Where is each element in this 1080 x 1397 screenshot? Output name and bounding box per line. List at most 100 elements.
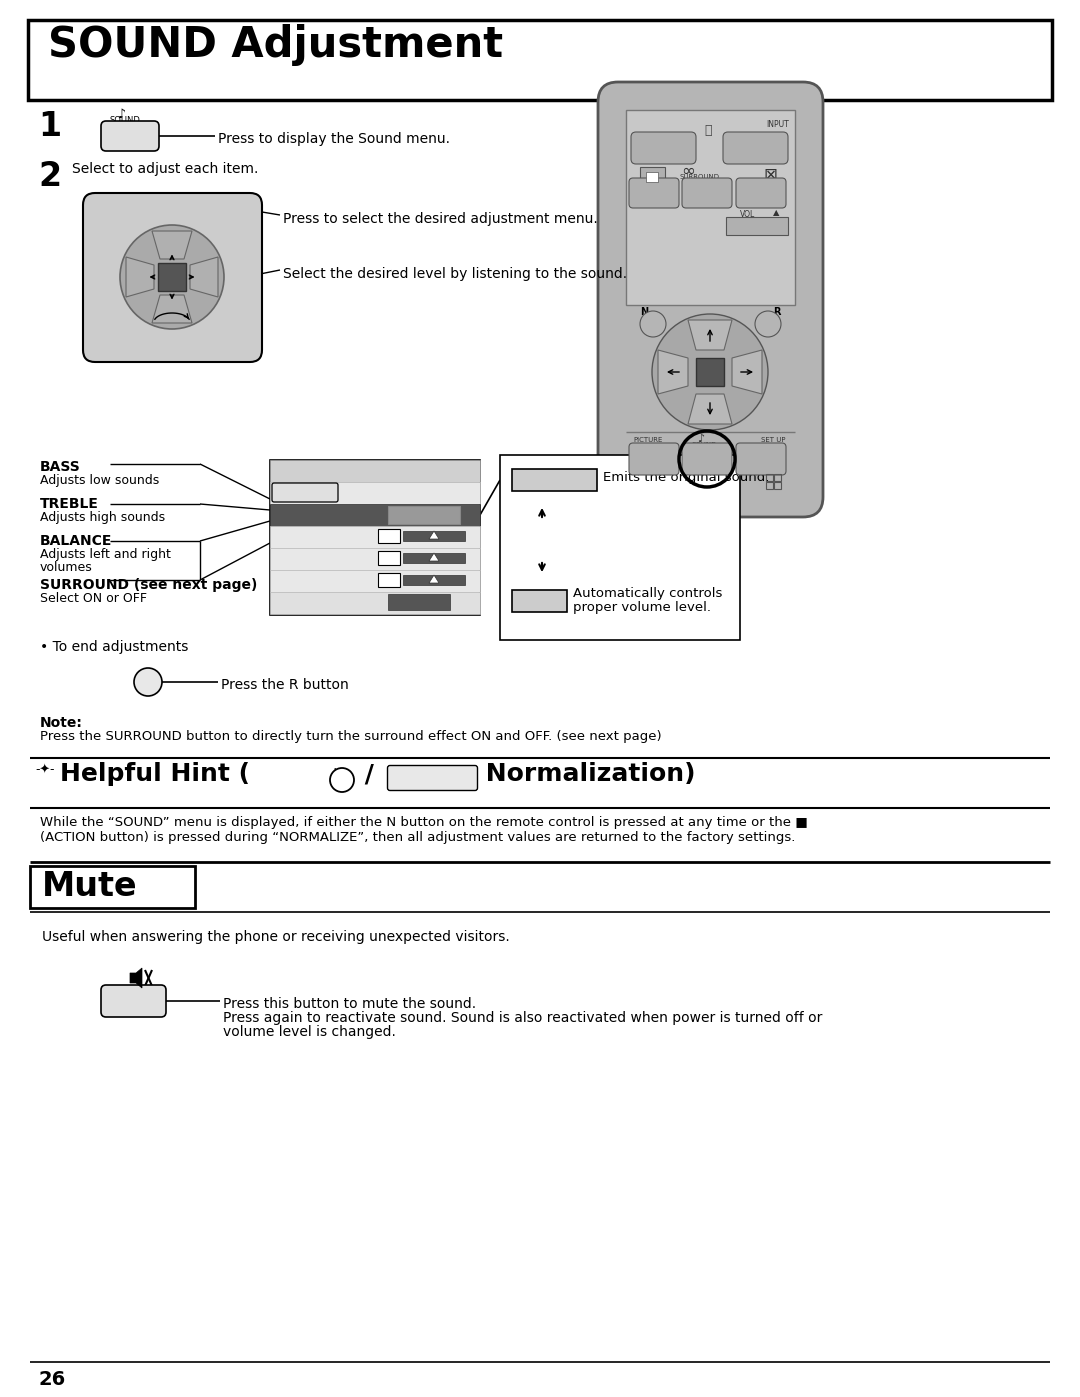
Bar: [378, 529, 400, 543]
FancyBboxPatch shape: [735, 443, 786, 475]
Bar: [766, 482, 773, 489]
Text: Press again to reactivate sound. Sound is also reactivated when power is turned : Press again to reactivate sound. Sound i…: [222, 1011, 822, 1025]
Text: TREBLE: TREBLE: [40, 497, 99, 511]
Text: Mute: Mute: [42, 870, 137, 902]
Text: Press this button to mute the sound.: Press this button to mute the sound.: [222, 997, 476, 1011]
FancyBboxPatch shape: [735, 177, 786, 208]
Polygon shape: [429, 531, 438, 539]
Text: ♪: ♪: [118, 108, 126, 122]
FancyBboxPatch shape: [102, 985, 166, 1017]
Text: AUDIO MENU: AUDIO MENU: [275, 507, 342, 517]
Text: Automatically controls: Automatically controls: [573, 587, 723, 599]
Text: Press to display the Sound menu.: Press to display the Sound menu.: [218, 131, 450, 147]
FancyBboxPatch shape: [723, 131, 788, 163]
Bar: [512, 469, 597, 490]
FancyBboxPatch shape: [629, 177, 679, 208]
Text: STANDARD: STANDARD: [390, 507, 449, 517]
Bar: [774, 474, 781, 481]
FancyBboxPatch shape: [631, 131, 696, 163]
Text: Adjusts high sounds: Adjusts high sounds: [40, 511, 165, 524]
Text: N: N: [334, 768, 339, 774]
Text: BASS: BASS: [275, 529, 302, 539]
Bar: [270, 482, 480, 504]
Text: SURROUND: SURROUND: [680, 175, 720, 180]
Bar: [388, 594, 450, 610]
FancyBboxPatch shape: [629, 443, 679, 475]
Text: ◄: ◄: [380, 595, 388, 605]
FancyBboxPatch shape: [102, 122, 159, 151]
Bar: [270, 527, 480, 548]
Bar: [270, 460, 480, 482]
Polygon shape: [190, 257, 218, 298]
Text: R: R: [773, 307, 781, 317]
Text: BASS: BASS: [40, 460, 81, 474]
Polygon shape: [429, 576, 438, 583]
Text: SOUND Adjustment: SOUND Adjustment: [48, 24, 503, 66]
Text: 0: 0: [382, 552, 388, 562]
Bar: [403, 531, 465, 541]
Text: Select ON or OFF: Select ON or OFF: [40, 592, 147, 605]
Text: Emits the original sound.: Emits the original sound.: [603, 471, 769, 483]
FancyBboxPatch shape: [388, 766, 477, 791]
Circle shape: [652, 314, 768, 430]
Bar: [774, 482, 781, 489]
Polygon shape: [152, 295, 192, 323]
Text: Press to select the desired adjustment menu.: Press to select the desired adjustment m…: [283, 212, 597, 226]
Text: /: /: [356, 761, 382, 787]
Text: 1: 1: [38, 110, 62, 142]
Bar: [270, 548, 480, 570]
Text: ⊠: ⊠: [762, 166, 777, 184]
Text: While the “SOUND” menu is displayed, if either the N button on the remote contro: While the “SOUND” menu is displayed, if …: [40, 816, 808, 828]
FancyBboxPatch shape: [681, 443, 732, 475]
Polygon shape: [688, 320, 732, 351]
Text: 0: 0: [382, 574, 388, 584]
Text: PICTURE: PICTURE: [633, 437, 662, 443]
Bar: [626, 110, 795, 305]
Text: volumes: volumes: [40, 562, 93, 574]
Text: AUTO: AUTO: [522, 592, 561, 605]
Text: Note:: Note:: [40, 717, 83, 731]
Bar: [270, 570, 480, 592]
Text: ▲: ▲: [773, 208, 780, 217]
Text: Press the SURROUND button to directly turn the surround effect ON and OFF. (see : Press the SURROUND button to directly tu…: [40, 731, 662, 743]
Text: N: N: [336, 775, 347, 789]
Bar: [500, 455, 740, 640]
Polygon shape: [152, 231, 192, 258]
Bar: [766, 474, 773, 481]
Text: TREBLE: TREBLE: [275, 550, 314, 562]
Text: ∞: ∞: [681, 162, 694, 180]
Text: Select the desired level by listening to the sound.: Select the desired level by listening to…: [283, 267, 627, 281]
Text: 2: 2: [38, 161, 62, 193]
Bar: [646, 172, 658, 182]
Text: NORMALIZE: NORMALIZE: [276, 486, 330, 495]
FancyBboxPatch shape: [681, 177, 732, 208]
Text: PICTURE: PICTURE: [633, 481, 662, 486]
Text: ►: ►: [465, 507, 473, 517]
Polygon shape: [126, 257, 154, 298]
Circle shape: [755, 312, 781, 337]
Text: ♪  SOUND: ♪ SOUND: [278, 462, 345, 476]
Text: -✦-: -✦-: [35, 764, 54, 777]
Bar: [30, 866, 195, 908]
Circle shape: [640, 312, 666, 337]
Text: +: +: [764, 219, 775, 233]
Text: BALANCE: BALANCE: [275, 573, 324, 583]
Polygon shape: [688, 394, 732, 425]
Text: BALANCE: BALANCE: [40, 534, 112, 548]
Text: Adjusts left and right: Adjusts left and right: [40, 548, 171, 562]
Bar: [270, 592, 480, 615]
Bar: [378, 573, 400, 587]
Text: ON: ON: [410, 595, 426, 605]
Text: SOUND: SOUND: [692, 441, 717, 448]
FancyBboxPatch shape: [272, 483, 338, 502]
Bar: [378, 550, 400, 564]
Bar: [696, 358, 724, 386]
Circle shape: [134, 668, 162, 696]
Text: Useful when answering the phone or receiving unexpected visitors.: Useful when answering the phone or recei…: [42, 930, 510, 944]
Text: SET UP: SET UP: [761, 437, 785, 443]
Bar: [512, 590, 567, 612]
Bar: [403, 553, 465, 563]
Text: Select to adjust each item.: Select to adjust each item.: [72, 162, 258, 176]
FancyBboxPatch shape: [598, 82, 823, 517]
Bar: [726, 217, 788, 235]
